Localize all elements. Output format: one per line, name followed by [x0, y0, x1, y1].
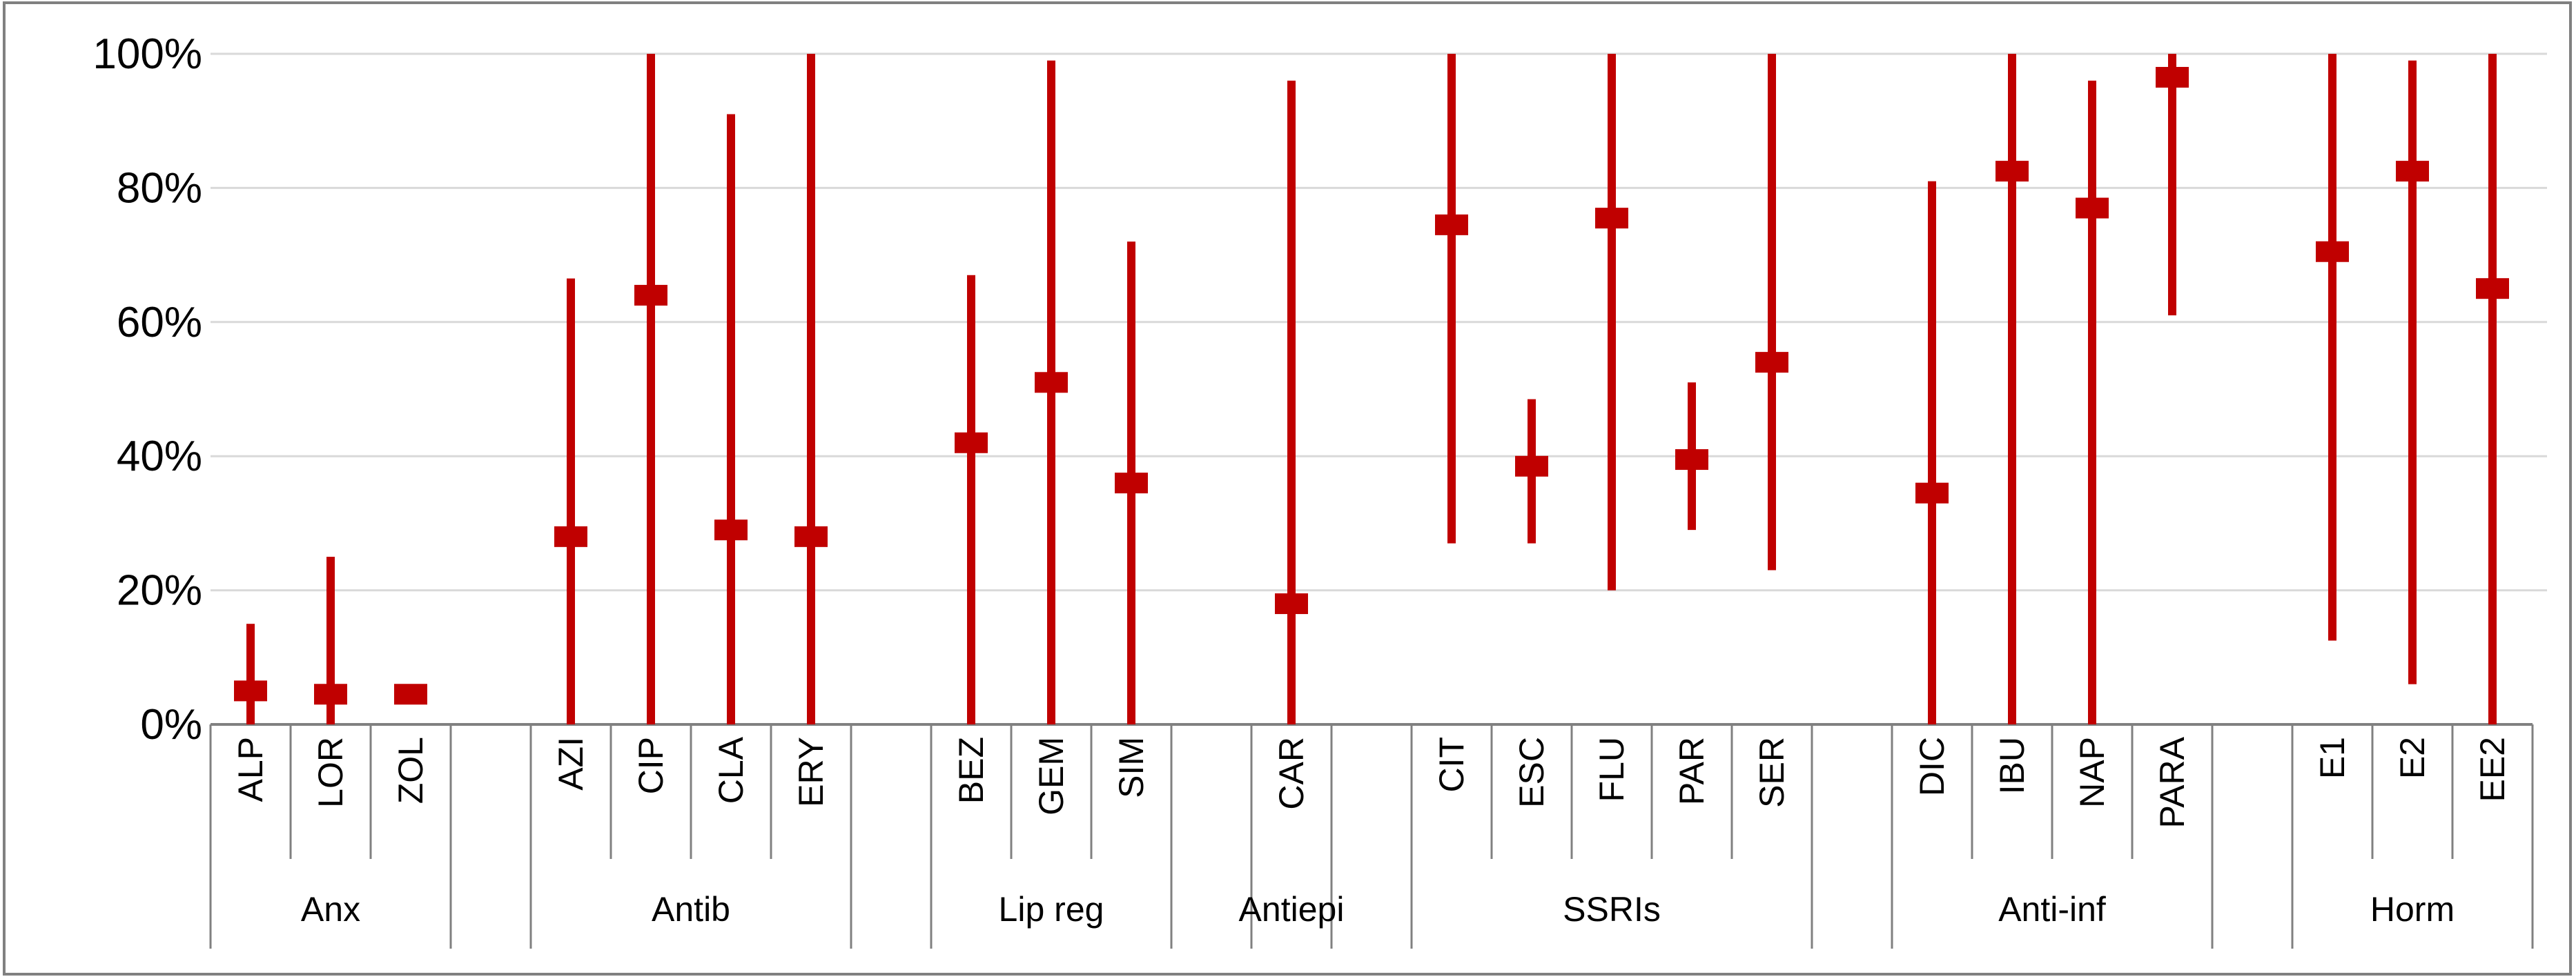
error-bar — [967, 275, 975, 724]
category-label: CIT — [1432, 737, 1471, 793]
data-point-marker — [2156, 67, 2189, 88]
data-point-marker — [394, 684, 427, 705]
group-label: Anx — [301, 890, 360, 929]
data-point-marker — [1595, 208, 1628, 229]
data-point-marker — [234, 680, 267, 702]
data-point-marker — [794, 526, 828, 547]
error-bar — [2168, 54, 2176, 316]
data-point-marker — [1275, 593, 1308, 615]
error-bar — [246, 624, 255, 724]
category-label: EE2 — [2473, 737, 2512, 802]
category-label: DIC — [1913, 737, 1951, 796]
group-label: Antiepi — [1239, 890, 1345, 929]
data-point-marker — [2076, 197, 2109, 219]
y-tick-label: 100% — [92, 30, 202, 78]
data-point-marker — [554, 526, 587, 547]
category-label: FLU — [1592, 737, 1631, 802]
data-point-marker — [314, 684, 347, 705]
chart-frame — [3, 1, 2572, 976]
data-point-marker — [1675, 449, 1708, 471]
y-tick-labels: 0% 20% 40% 60% 80% 100% — [92, 30, 202, 749]
category-label: SER — [1753, 737, 1791, 808]
error-bar — [2008, 54, 2016, 724]
category-label: PARA — [2153, 736, 2192, 828]
group-label: Horm — [2370, 890, 2455, 929]
group-label: Lip reg — [999, 890, 1104, 929]
data-point-marker — [1435, 214, 1468, 235]
category-label: CLA — [712, 736, 750, 804]
error-bar — [647, 54, 655, 724]
data-point-marker — [2396, 161, 2429, 182]
error-bar — [1768, 54, 1776, 571]
error-bar — [1447, 54, 1456, 544]
category-label: ALP — [231, 737, 270, 802]
data-series — [234, 54, 2509, 725]
y-tick-label: 20% — [117, 567, 202, 615]
data-point-marker — [1755, 352, 1788, 373]
group-label: Antib — [652, 890, 730, 929]
category-label: LOR — [311, 737, 350, 808]
y-tick-label: 40% — [117, 433, 202, 480]
group-label: Anti-inf — [1998, 890, 2106, 929]
data-point-marker — [1035, 372, 1068, 393]
error-bar — [2088, 80, 2096, 724]
data-point-marker — [1996, 161, 2029, 182]
data-point-marker — [955, 432, 988, 453]
category-labels: ALP LOR ZOL AZI CIP CLA ERY BEZ GEM SIM CAR CIT ESC F… — [231, 736, 2512, 828]
category-label: SIM — [1112, 737, 1151, 798]
data-point-marker — [714, 520, 748, 541]
data-point-marker — [2316, 241, 2349, 262]
category-axis — [209, 723, 2534, 949]
category-label: CAR — [1272, 737, 1311, 810]
data-point-marker — [1515, 455, 1548, 477]
data-point-marker — [1115, 473, 1148, 494]
error-bar — [2488, 54, 2497, 724]
category-label: CIP — [632, 737, 670, 794]
error-bar — [326, 557, 335, 724]
error-bar — [2328, 54, 2336, 641]
category-label: ESC — [1512, 737, 1551, 808]
gridlines — [211, 52, 2547, 592]
y-tick-label: 80% — [117, 164, 202, 212]
data-point-marker — [634, 284, 667, 306]
error-bar — [807, 54, 815, 724]
group-labels: Anx Antib Lip reg Antiepi SSRIs Anti-inf Horm — [301, 890, 2455, 929]
group-label: SSRIs — [1563, 890, 1661, 929]
data-point-marker — [2476, 278, 2509, 299]
data-point-marker — [1915, 482, 1949, 504]
category-label: ERY — [792, 737, 830, 807]
error-bar — [2408, 60, 2417, 684]
error-bar — [1928, 181, 1936, 724]
y-tick-label: 0% — [140, 701, 202, 749]
category-label: NAP — [2073, 737, 2111, 808]
category-label: IBU — [1993, 737, 2031, 794]
error-bar — [1608, 54, 1616, 591]
y-tick-label: 60% — [117, 299, 202, 346]
category-label: ZOL — [391, 737, 430, 804]
error-bar — [567, 278, 575, 724]
category-label: BEZ — [952, 737, 991, 804]
category-label: GEM — [1032, 737, 1071, 815]
error-bar — [727, 114, 735, 725]
category-label: E1 — [2313, 737, 2352, 779]
category-label: PAR — [1672, 737, 1711, 805]
category-label: AZI — [552, 737, 590, 791]
error-bar — [1287, 80, 1296, 724]
category-label: E2 — [2393, 737, 2432, 779]
